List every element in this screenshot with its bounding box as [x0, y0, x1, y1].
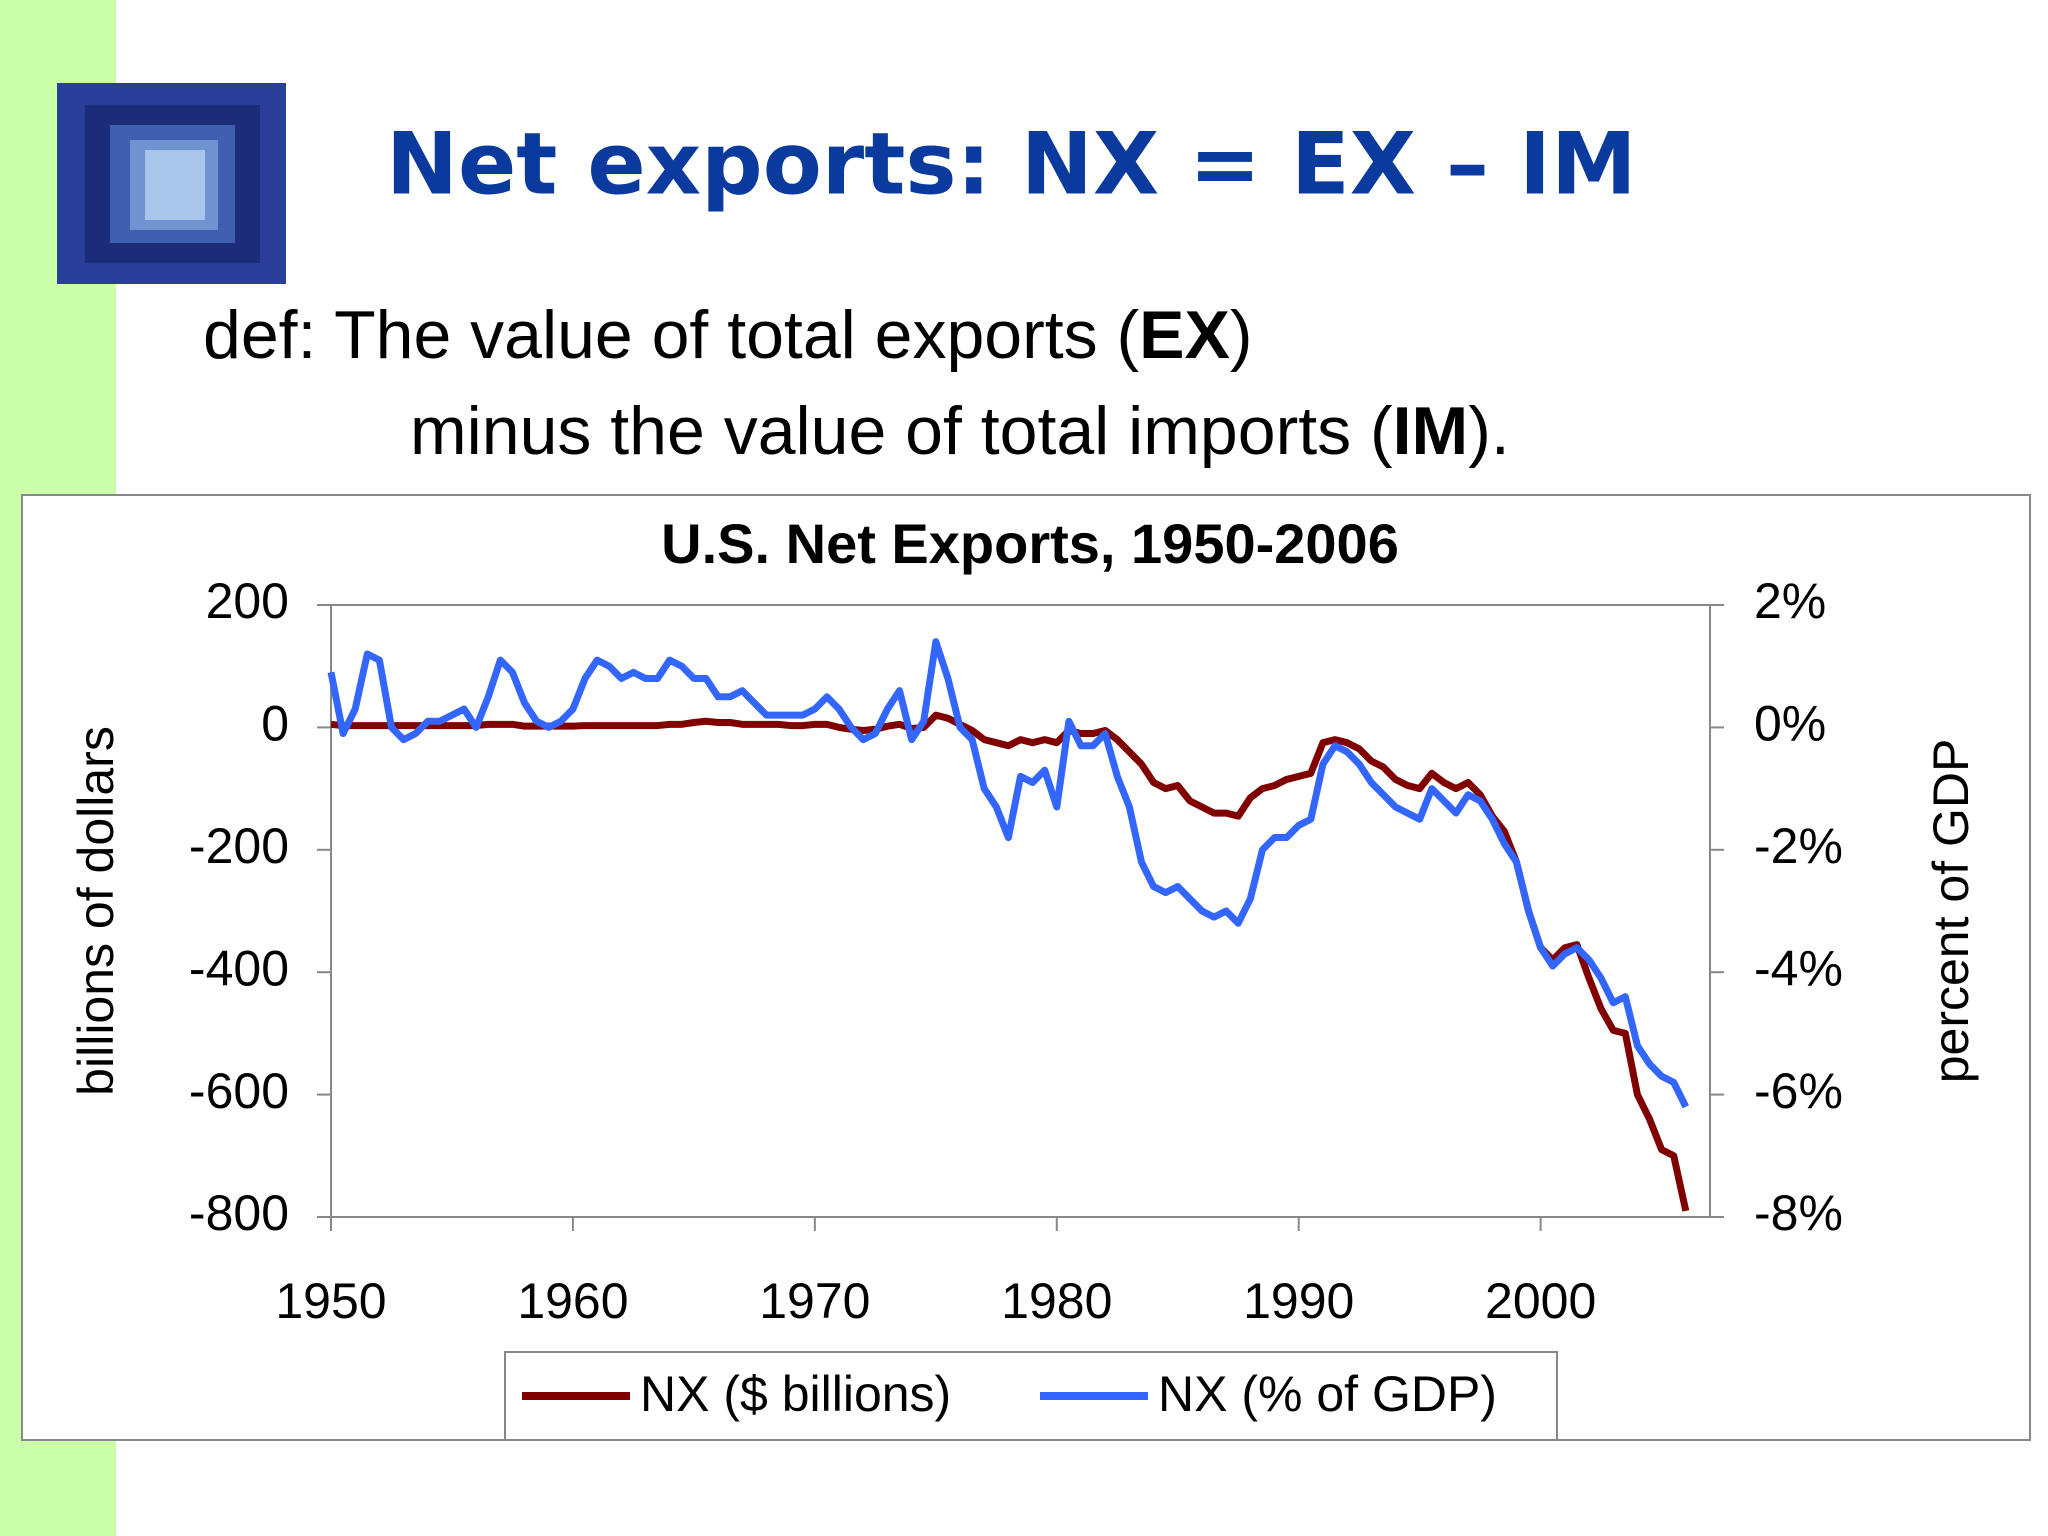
- legend-box: [504, 1351, 1558, 1441]
- text: minus the value of total imports (: [410, 393, 1393, 469]
- legend-label: NX (% of GDP): [1158, 1366, 1497, 1422]
- chart-title: U.S. Net Exports, 1950-2006: [661, 512, 1399, 575]
- y2-tick-label: -4%: [1754, 940, 1843, 996]
- y2-tick-label: 2%: [1754, 573, 1826, 629]
- y-tick-label: -800: [189, 1185, 289, 1241]
- x-tick-label: 1980: [1001, 1273, 1112, 1329]
- y-tick-label: 0: [261, 696, 289, 752]
- chart-frame: [21, 494, 2031, 1441]
- text: def: The value of total exports (: [203, 297, 1140, 373]
- y2-tick-label: 0%: [1754, 696, 1826, 752]
- text: IM: [1393, 393, 1469, 469]
- y-tick-label: -600: [189, 1063, 289, 1119]
- definition-line: def: The value of total exports (EX): [203, 297, 1253, 373]
- x-tick-label: 1950: [275, 1273, 386, 1329]
- y2-tick-label: -6%: [1754, 1063, 1843, 1119]
- y-tick-label: -400: [189, 940, 289, 996]
- x-tick-label: 1960: [517, 1273, 628, 1329]
- text: ).: [1468, 393, 1510, 469]
- definition-line: minus the value of total imports (IM).: [410, 393, 1510, 469]
- icon: [57, 83, 286, 284]
- y-tick-label: -200: [189, 818, 289, 874]
- legend-label: NX ($ billions): [640, 1366, 951, 1422]
- y-tick-label: 200: [206, 573, 289, 629]
- slide-title: Net exports: NX = EX – IM: [386, 114, 1637, 214]
- y2-axis-label: percent of GDP: [1923, 739, 1979, 1084]
- y2-tick-label: -2%: [1754, 818, 1843, 874]
- text: EX: [1139, 297, 1230, 373]
- x-tick-label: 1990: [1243, 1273, 1354, 1329]
- plot-area: [330, 604, 1711, 1218]
- y-axis-label: billions of dollars: [68, 726, 124, 1096]
- x-tick-label: 2000: [1485, 1273, 1596, 1329]
- x-tick-label: 1970: [759, 1273, 870, 1329]
- y2-tick-label: -8%: [1754, 1185, 1843, 1241]
- data-line: [327, 638, 1689, 1109]
- text: ): [1230, 297, 1253, 373]
